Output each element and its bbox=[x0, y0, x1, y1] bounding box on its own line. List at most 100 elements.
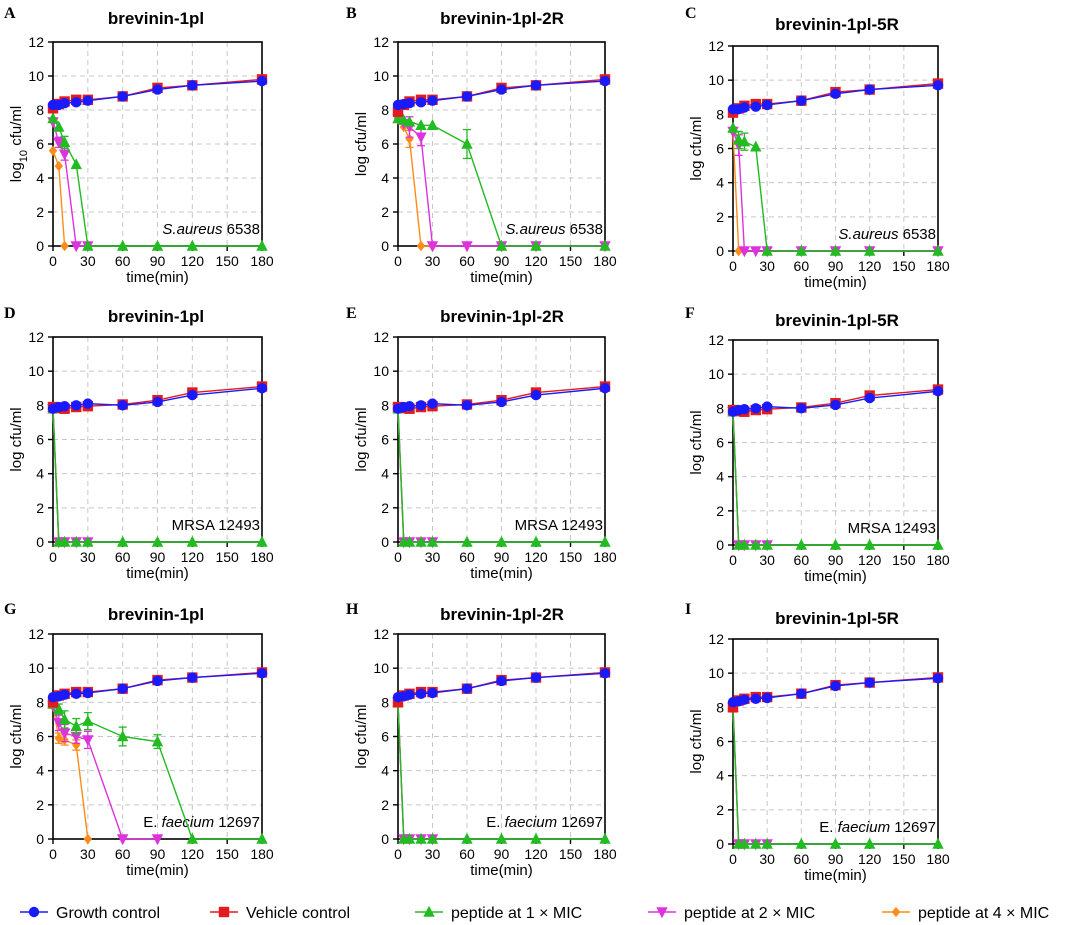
panel-title: brevinin-1pl-5R bbox=[775, 609, 899, 628]
data-point bbox=[403, 535, 416, 547]
x-tick-label: 150 bbox=[215, 846, 239, 862]
data-point bbox=[461, 91, 473, 102]
data-point bbox=[403, 115, 416, 127]
x-axis-label: time(min) bbox=[470, 565, 533, 582]
data-point bbox=[761, 837, 773, 849]
data-point bbox=[53, 120, 65, 132]
data-point bbox=[186, 239, 199, 251]
annotation-number: 6538 bbox=[565, 221, 603, 238]
x-tick-label: 60 bbox=[115, 549, 131, 565]
data-point bbox=[863, 837, 876, 849]
y-tick-label: 12 bbox=[28, 329, 44, 345]
series-line bbox=[52, 705, 158, 840]
series-growth-control bbox=[392, 668, 611, 703]
x-tick-label: 60 bbox=[794, 552, 810, 568]
data-point bbox=[530, 389, 542, 401]
x-tick-label: 120 bbox=[181, 549, 205, 565]
data-point bbox=[599, 75, 611, 87]
x-tick-label: 150 bbox=[892, 552, 916, 568]
data-point bbox=[415, 535, 427, 547]
data-point bbox=[530, 239, 542, 251]
data-point bbox=[932, 244, 944, 256]
strain-annotation: MRSA 12493 bbox=[848, 520, 936, 537]
annotation-italic: S.aureus bbox=[838, 226, 899, 243]
legend-marker bbox=[28, 906, 40, 918]
legend-marker bbox=[656, 907, 668, 919]
y-axis-label: log cfu/ml bbox=[353, 112, 370, 176]
x-tick-label: 30 bbox=[425, 846, 441, 862]
data-point bbox=[70, 241, 82, 253]
y-tick-label: 2 bbox=[381, 500, 389, 516]
annotation-italic: faecium bbox=[505, 814, 558, 831]
x-tick-label: 180 bbox=[926, 851, 950, 867]
y-tick-label: 4 bbox=[716, 768, 724, 784]
data-point bbox=[116, 239, 129, 251]
y-axis-label: log cfu/ml bbox=[8, 704, 25, 768]
data-point bbox=[750, 403, 761, 414]
strain-annotation: E. faecium 12697 bbox=[486, 814, 603, 831]
data-point bbox=[739, 694, 750, 705]
data-point bbox=[496, 396, 507, 408]
x-tick-label: 30 bbox=[425, 253, 441, 269]
data-point bbox=[830, 680, 841, 692]
x-tick-label: 120 bbox=[858, 851, 882, 867]
y-tick-label: 10 bbox=[28, 363, 44, 379]
y-tick-label: 12 bbox=[373, 329, 389, 345]
y-tick-label: 4 bbox=[381, 170, 389, 186]
x-tick-label: 60 bbox=[794, 258, 810, 274]
x-tick-label: 150 bbox=[559, 549, 583, 565]
x-axis-label: time(min) bbox=[470, 269, 533, 286]
y-tick-label: 4 bbox=[36, 466, 44, 482]
panel-letter: G bbox=[4, 601, 17, 618]
x-tick-label: 120 bbox=[181, 253, 205, 269]
legend-item: peptide at 1 × MIC bbox=[415, 905, 582, 922]
series-peptide-at-1-mic bbox=[727, 121, 944, 256]
y-axis-label: log cfu/ml bbox=[688, 410, 705, 474]
data-point bbox=[256, 668, 268, 679]
x-tick-label: 90 bbox=[828, 552, 844, 568]
y-axis-label-main: log cfu/ml bbox=[8, 704, 25, 768]
y-tick-label: 6 bbox=[36, 136, 44, 152]
data-point bbox=[932, 80, 944, 91]
y-tick-label: 8 bbox=[716, 400, 724, 416]
y-axis-label: log10 cfu/ml bbox=[8, 106, 30, 182]
data-point bbox=[71, 688, 82, 699]
y-tick-label: 4 bbox=[716, 175, 724, 191]
x-axis-label: time(min) bbox=[126, 862, 189, 879]
data-point bbox=[151, 535, 164, 547]
y-tick-label: 10 bbox=[28, 660, 44, 676]
y-tick-label: 0 bbox=[716, 836, 724, 852]
data-point bbox=[186, 535, 199, 547]
data-point bbox=[863, 538, 876, 550]
y-tick-label: 0 bbox=[36, 831, 44, 847]
x-tick-label: 30 bbox=[425, 549, 441, 565]
panel-letter: E bbox=[346, 305, 357, 322]
data-point bbox=[495, 832, 508, 844]
data-point bbox=[415, 832, 427, 844]
data-point bbox=[256, 383, 268, 394]
data-point bbox=[187, 80, 198, 91]
x-tick-label: 120 bbox=[524, 549, 548, 565]
data-point bbox=[82, 714, 94, 726]
y-tick-label: 0 bbox=[36, 534, 44, 550]
panel-title: brevinin-1pl-2R bbox=[440, 605, 564, 624]
data-point bbox=[116, 834, 129, 846]
x-tick-label: 150 bbox=[215, 253, 239, 269]
series-growth-control bbox=[727, 386, 944, 417]
x-tick-label: 150 bbox=[559, 846, 583, 862]
data-point bbox=[739, 403, 750, 415]
data-point bbox=[403, 832, 416, 844]
y-tick-label: 0 bbox=[716, 243, 724, 259]
x-tick-label: 30 bbox=[759, 851, 775, 867]
data-point bbox=[461, 400, 473, 411]
data-point bbox=[404, 400, 415, 412]
y-tick-label: 0 bbox=[381, 831, 389, 847]
y-tick-label: 4 bbox=[381, 763, 389, 779]
panel-letter: I bbox=[685, 601, 691, 618]
y-tick-label: 0 bbox=[716, 537, 724, 553]
data-point bbox=[152, 675, 163, 687]
data-point bbox=[70, 535, 82, 547]
